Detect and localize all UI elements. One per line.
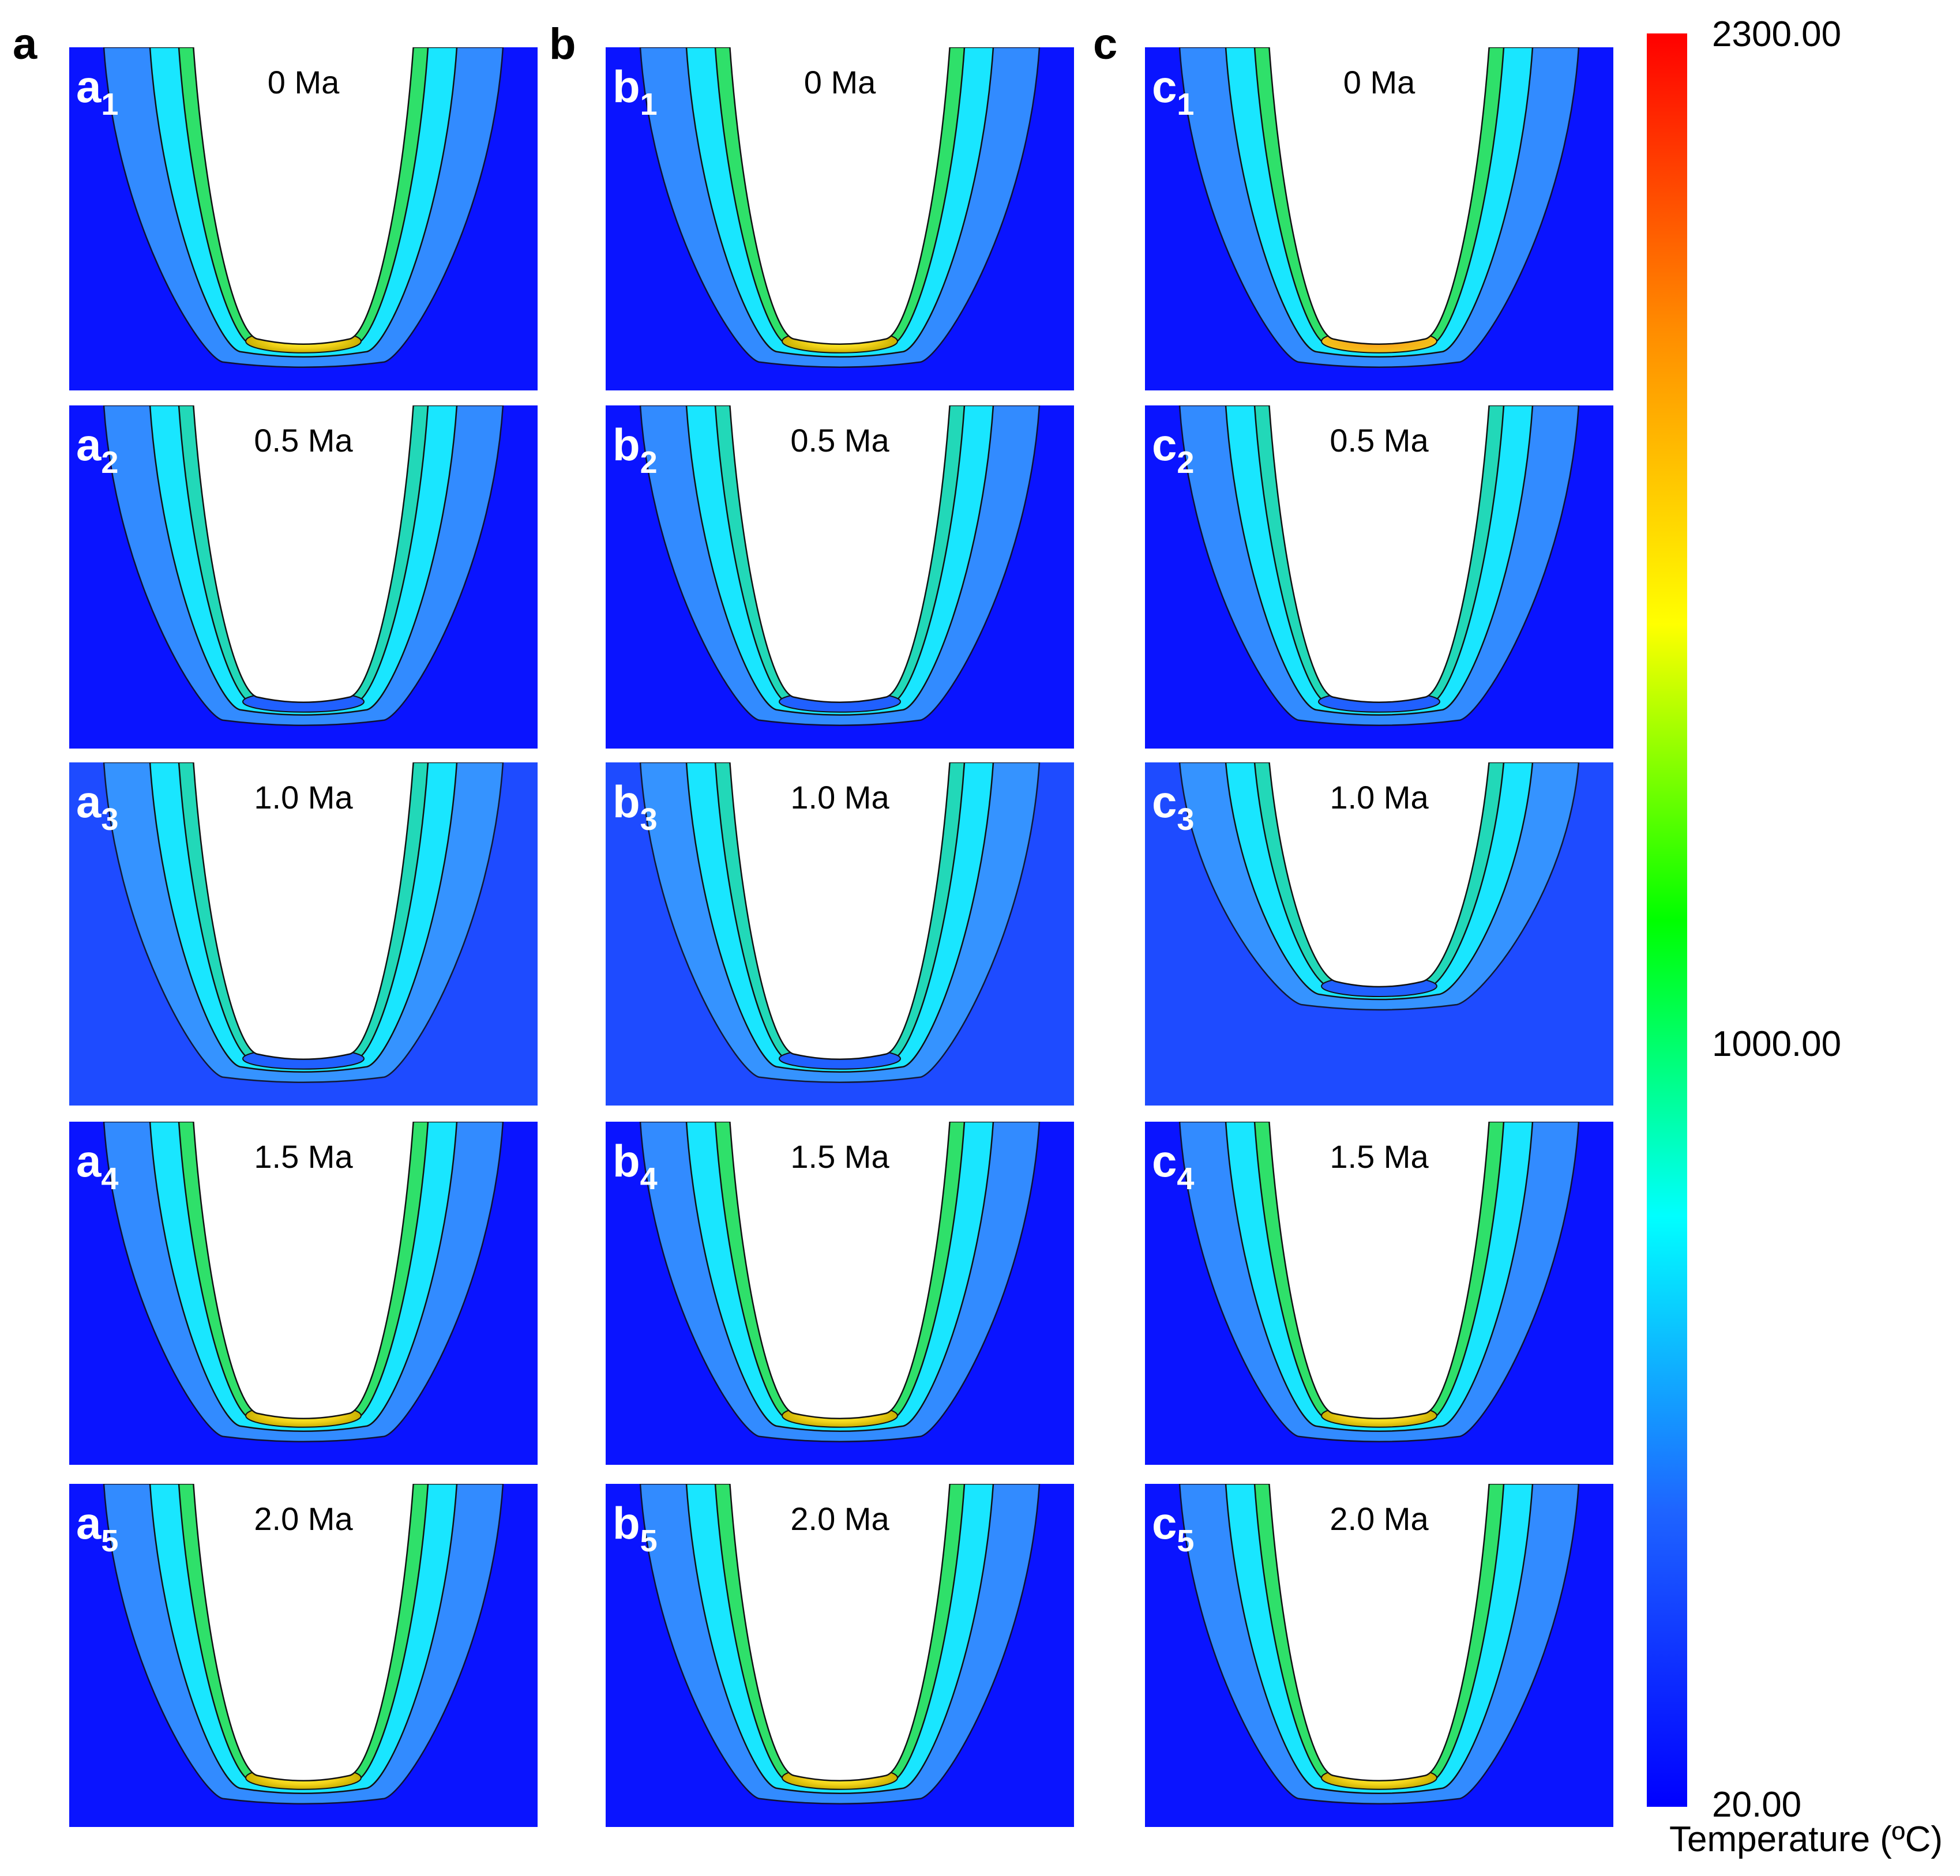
- cavity: [1268, 47, 1490, 345]
- panel-label: b1: [613, 61, 658, 122]
- cavity: [729, 1484, 951, 1781]
- panel-time-label: 1.5 Ma: [1330, 1138, 1429, 1175]
- cavity: [193, 762, 414, 1060]
- panel-a4: a4 1.5 Ma: [69, 1122, 538, 1465]
- panel-a1: a1 0 Ma: [69, 47, 538, 390]
- cavity: [193, 47, 414, 345]
- panel-time-label: 2.0 Ma: [790, 1501, 889, 1537]
- colorbar-max-label: 2300.00: [1712, 14, 1841, 54]
- panel-c2: c2 0.5 Ma: [1145, 405, 1613, 749]
- cavity: [1268, 1484, 1490, 1781]
- cavity: [729, 405, 951, 703]
- panel-time-label: 1.5 Ma: [790, 1138, 889, 1175]
- panel-label: c1: [1152, 61, 1194, 122]
- panel-label: c3: [1152, 776, 1194, 837]
- panel-time-label: 1.0 Ma: [254, 779, 353, 815]
- panel-time-label: 1.5 Ma: [254, 1138, 353, 1175]
- colorbar: 2300.00 1000.00 20.00 Temperature (ºC): [1647, 14, 1943, 1859]
- cavity: [193, 1484, 414, 1781]
- panel-c5: c5 2.0 Ma: [1145, 1484, 1613, 1827]
- cavity: [729, 47, 951, 345]
- colorbar-min-label: 20.00: [1712, 1785, 1801, 1825]
- panel-label: a4: [76, 1136, 118, 1196]
- panel-label: c4: [1152, 1136, 1194, 1196]
- panel-label: a2: [76, 419, 118, 480]
- cavity: [193, 1122, 414, 1419]
- column-letter-c: c: [1093, 20, 1117, 69]
- panel-time-label: 2.0 Ma: [254, 1501, 353, 1537]
- cavity: [729, 762, 951, 1060]
- panel-a2: a2 0.5 Ma: [69, 405, 538, 749]
- panel-label: b4: [613, 1136, 658, 1196]
- panel-c1: c1 0 Ma: [1145, 47, 1613, 390]
- panel-label: a3: [76, 776, 118, 837]
- panel-b1: b1 0 Ma: [606, 47, 1074, 390]
- panel-b3: b3 1.0 Ma: [606, 762, 1074, 1106]
- panel-b4: b4 1.5 Ma: [606, 1122, 1074, 1465]
- colorbar-gradient: [1647, 33, 1687, 1807]
- panel-time-label: 0 Ma: [1343, 64, 1415, 100]
- panel-time-label: 0.5 Ma: [254, 422, 353, 458]
- panel-time-label: 0.5 Ma: [1330, 422, 1429, 458]
- cavity: [193, 405, 414, 703]
- panel-label: b5: [613, 1498, 658, 1558]
- panel-b2: b2 0.5 Ma: [606, 405, 1074, 749]
- column-letter-b: b: [549, 20, 576, 69]
- panel-time-label: 1.0 Ma: [1330, 779, 1429, 815]
- panel-time-label: 0 Ma: [804, 64, 876, 100]
- cavity: [729, 1122, 951, 1419]
- panel-a3: a3 1.0 Ma: [69, 762, 538, 1106]
- panel-time-label: 2.0 Ma: [1330, 1501, 1429, 1537]
- panel-label: b3: [613, 776, 658, 837]
- panel-label: a5: [76, 1498, 118, 1558]
- panel-label: c5: [1152, 1498, 1194, 1558]
- cavity: [1268, 1122, 1490, 1419]
- panel-time-label: 1.0 Ma: [790, 779, 889, 815]
- panel-label: c2: [1152, 419, 1194, 480]
- panel-a5: a5 2.0 Ma: [69, 1484, 538, 1827]
- panel-time-label: 0.5 Ma: [790, 422, 889, 458]
- panel-b5: b5 2.0 Ma: [606, 1484, 1074, 1827]
- panel-grid: a1 0 Ma a2 0.5 Ma a3 1.0 Ma a4 1.5 Ma a5 2.0 Ma b1…: [69, 47, 1613, 1827]
- cavity: [1268, 405, 1490, 703]
- panel-label: a1: [76, 61, 118, 122]
- colorbar-mid-label: 1000.00: [1712, 1024, 1841, 1064]
- panel-c4: c4 1.5 Ma: [1145, 1122, 1613, 1465]
- panel-label: b2: [613, 419, 658, 480]
- panel-c3: c3 1.0 Ma: [1145, 762, 1613, 1106]
- panel-time-label: 0 Ma: [268, 64, 340, 100]
- cavity: [1268, 762, 1490, 988]
- colorbar-title: Temperature (ºC): [1669, 1819, 1943, 1859]
- column-letter-a: a: [13, 20, 37, 69]
